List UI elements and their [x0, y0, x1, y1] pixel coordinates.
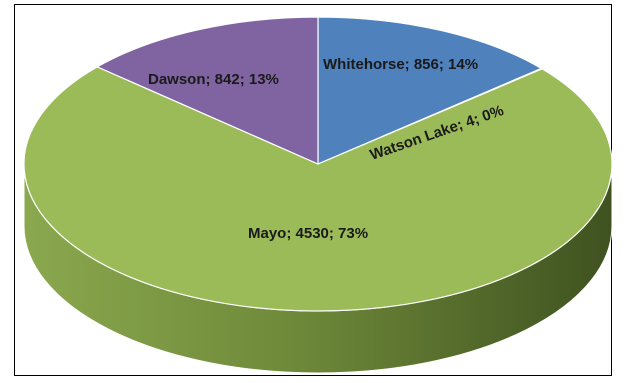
slices-group	[23, 16, 613, 312]
pie-slice-mayo	[23, 66, 613, 312]
slice-label-dawson: Dawson; 842; 13%	[148, 71, 279, 88]
pie-slice-whitehorse	[317, 16, 543, 165]
slice-label-whitehorse: Whitehorse; 856; 14%	[323, 56, 478, 73]
slice-label-mayo: Mayo; 4530; 73%	[248, 225, 368, 242]
pie-slice-dawson	[95, 16, 319, 165]
